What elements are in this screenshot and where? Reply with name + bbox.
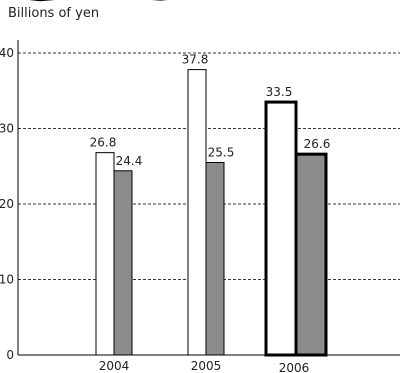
- y-tick-label: 20: [0, 197, 14, 211]
- data-label: 37.8: [182, 53, 209, 67]
- bar: [95, 152, 115, 356]
- bar: [294, 152, 328, 357]
- bar: [113, 170, 133, 356]
- x-tick-label: 2006: [279, 361, 310, 373]
- data-label: 25.5: [208, 145, 235, 159]
- data-label: 24.4: [116, 154, 143, 168]
- y-tick-label: 10: [0, 273, 14, 287]
- bar: [264, 100, 298, 357]
- y-tick-label: 40: [0, 46, 14, 60]
- data-label: 33.5: [266, 85, 293, 99]
- y-tick-label: 0: [6, 348, 14, 362]
- x-tick-label: 2004: [99, 359, 130, 373]
- y-tick-label: 30: [0, 122, 14, 136]
- x-tick-label: 2005: [191, 359, 222, 373]
- data-label: 26.6: [304, 137, 331, 151]
- bar: [205, 161, 225, 356]
- data-label: 26.8: [90, 136, 117, 150]
- unit-label: Billions of yen: [8, 6, 100, 21]
- bar: [187, 69, 207, 356]
